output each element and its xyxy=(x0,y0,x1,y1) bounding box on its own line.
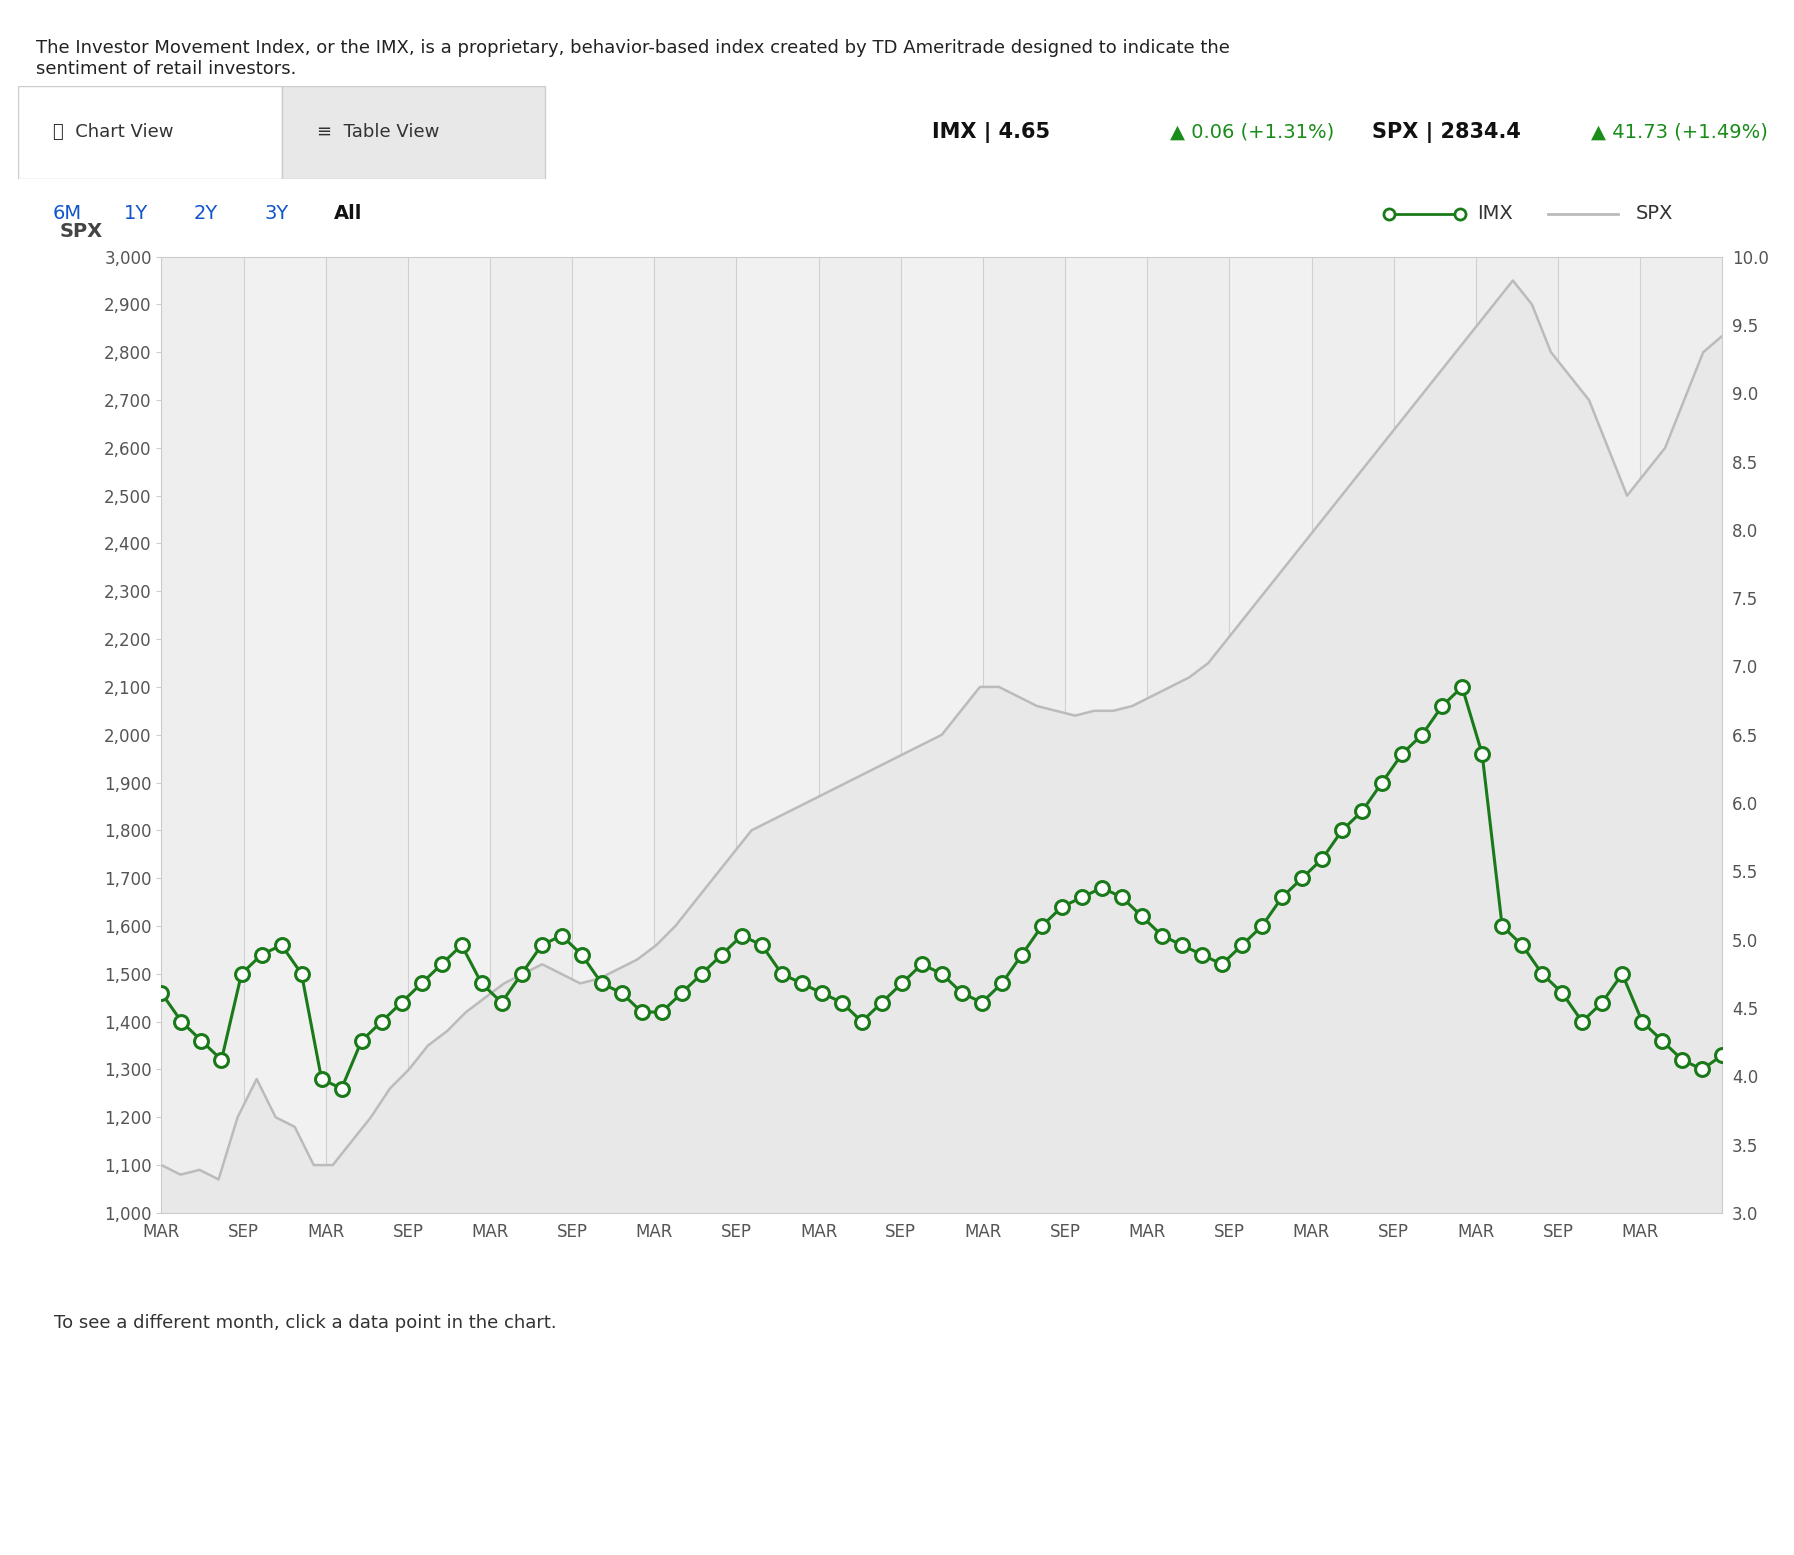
Text: IMX: IMX xyxy=(1476,204,1512,224)
Bar xyxy=(901,257,983,1213)
Bar xyxy=(282,86,545,179)
Text: ≡  Table View: ≡ Table View xyxy=(318,123,440,142)
Bar xyxy=(1146,257,1229,1213)
Bar xyxy=(1311,257,1394,1213)
Bar xyxy=(655,257,737,1213)
Bar xyxy=(327,257,407,1213)
Text: 1Y: 1Y xyxy=(124,204,147,224)
Text: 3Y: 3Y xyxy=(264,204,289,224)
Text: All: All xyxy=(334,204,362,224)
Bar xyxy=(161,257,244,1213)
Bar xyxy=(407,257,490,1213)
Bar xyxy=(490,257,572,1213)
Bar xyxy=(1476,257,1557,1213)
Text: ⛰  Chart View: ⛰ Chart View xyxy=(54,123,174,142)
Bar xyxy=(572,257,655,1213)
Bar xyxy=(244,257,327,1213)
Text: To see a different month, click a data point in the chart.: To see a different month, click a data p… xyxy=(54,1314,556,1333)
Text: 6M: 6M xyxy=(54,204,83,224)
Bar xyxy=(1229,257,1311,1213)
Bar xyxy=(737,257,818,1213)
Text: SPX: SPX xyxy=(59,222,102,241)
Bar xyxy=(18,86,282,179)
Bar xyxy=(983,257,1066,1213)
Bar xyxy=(1557,257,1640,1213)
Text: SPX | 2834.4: SPX | 2834.4 xyxy=(1372,121,1521,143)
Bar xyxy=(1394,257,1476,1213)
Bar xyxy=(1066,257,1146,1213)
Text: 2Y: 2Y xyxy=(194,204,219,224)
Text: IMX | 4.65: IMX | 4.65 xyxy=(933,121,1049,143)
Text: The Investor Movement Index, or the IMX, is a proprietary, behavior-based index : The Investor Movement Index, or the IMX,… xyxy=(36,39,1229,78)
Bar xyxy=(1640,257,1722,1213)
Text: SPX: SPX xyxy=(1636,204,1672,224)
Text: ▲ 0.06 (+1.31%): ▲ 0.06 (+1.31%) xyxy=(1170,123,1333,142)
Bar xyxy=(818,257,901,1213)
Text: ▲ 41.73 (+1.49%): ▲ 41.73 (+1.49%) xyxy=(1591,123,1769,142)
